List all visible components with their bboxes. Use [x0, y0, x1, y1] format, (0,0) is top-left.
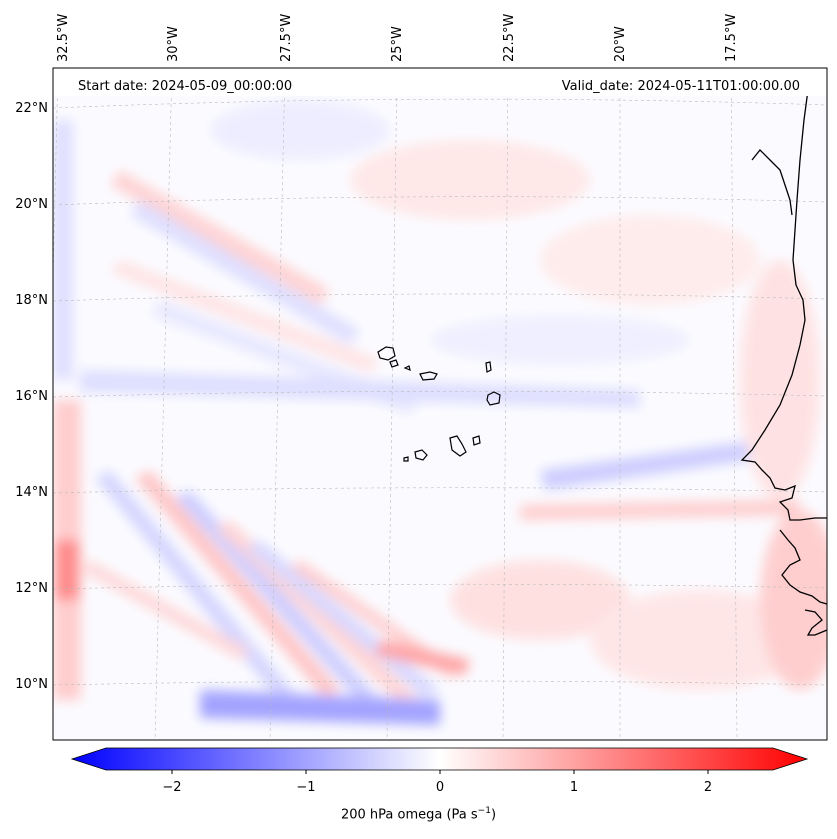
map-panel [53, 68, 827, 740]
cbar-tick-5: 2 [704, 780, 712, 795]
lat-label-3: 18°N [15, 293, 48, 308]
lat-label-6: 12°N [15, 581, 48, 596]
lon-label-6: 20°W [613, 26, 628, 62]
omega-field [53, 100, 827, 725]
longitude-labels: 32.5°W 30°W 27.5°W 25°W 22.5°W 20°W 17.5… [56, 14, 739, 62]
lon-label-4: 25°W [390, 26, 405, 62]
cbar-tick-2: −1 [296, 780, 315, 795]
lat-label-7: 10°N [15, 677, 48, 692]
colorbar: −2 −1 0 1 2 [70, 747, 809, 795]
start-date-label: Start date: 2024-05-09_00:00:00 [78, 79, 292, 94]
valid-date-label: Valid_date: 2024-05-11T01:00:00.00 [562, 79, 800, 94]
lon-label-5: 22.5°W [502, 14, 517, 62]
cape-verde-islands [377, 346, 501, 462]
colorbar-label-suffix: ) [490, 807, 497, 823]
colorbar-label-exponent: −1 [477, 806, 491, 816]
cbar-tick-3: 0 [436, 780, 444, 795]
lat-label-4: 16°N [15, 389, 48, 404]
colorbar-ramp [70, 747, 809, 771]
lon-label-1: 32.5°W [56, 14, 71, 62]
coastline [740, 68, 827, 636]
map-border [52, 67, 828, 741]
colorbar-label-text: 200 hPa omega (Pa s [340, 807, 478, 823]
gridlines [53, 68, 827, 740]
colorbar-label: 200 hPa omega (Pa s−1) [0, 806, 837, 822]
latitude-labels: 22°N 20°N 18°N 16°N 14°N 12°N 10°N [15, 101, 48, 692]
header-strip [53, 68, 827, 96]
lon-label-2: 30°W [166, 26, 181, 62]
cbar-tick-1: −2 [162, 780, 181, 795]
lat-label-1: 22°N [15, 101, 48, 116]
lon-label-7: 17.5°W [724, 14, 739, 62]
cbar-tick-4: 1 [570, 780, 578, 795]
lat-label-2: 20°N [15, 197, 48, 212]
lat-label-5: 14°N [15, 485, 48, 500]
lon-label-3: 27.5°W [279, 14, 294, 62]
